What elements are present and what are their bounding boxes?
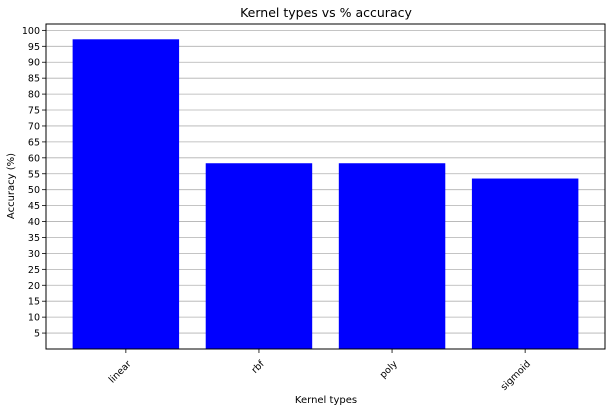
y-tick-label: 20 (28, 281, 40, 292)
x-tick-label: sigmoid (499, 359, 533, 393)
y-tick-label: 70 (28, 121, 40, 132)
plot-frame (45, 23, 606, 350)
x-axis-label: Kernel types (295, 395, 357, 406)
y-tick-label: 5 (34, 329, 40, 340)
y-tick-label: 90 (28, 58, 40, 69)
bar-rbf (205, 163, 313, 349)
chart-title: Kernel types vs % accuracy (240, 5, 412, 20)
y-tick-label: 35 (28, 233, 40, 244)
y-tick-label: 25 (28, 265, 40, 276)
y-tick-label: 85 (28, 74, 40, 85)
y-tick-label: 10 (28, 313, 40, 324)
y-tick-label: 50 (28, 185, 40, 196)
bar-sigmoid (471, 178, 579, 349)
y-tick-label: 15 (28, 297, 40, 308)
y-axis-label: Accuracy (%) (6, 153, 17, 219)
y-tick-label: 75 (28, 106, 40, 117)
y-tick-label: 45 (28, 201, 40, 212)
y-tick-label: 60 (28, 153, 40, 164)
y-tick-label: 65 (28, 137, 40, 148)
y-tick-label: 80 (28, 90, 40, 101)
bar-linear (72, 39, 180, 349)
bar-poly (338, 163, 446, 349)
y-tick-label: 40 (28, 217, 40, 228)
x-tick-label: poly (378, 358, 400, 380)
x-tick-label: linear (107, 359, 134, 386)
x-tick-label: rbf (250, 358, 268, 376)
y-tick-label: 30 (28, 249, 40, 260)
y-axis-ticks: 5 10 15 20 25 30 35 40 45 50 55 60 65 70 75 80 85 90 95 100 (22, 26, 46, 340)
x-axis-ticks: linear rbf poly sigmoid (107, 349, 533, 393)
y-tick-label: 55 (28, 169, 40, 180)
bars (72, 39, 579, 349)
y-tick-label: 100 (22, 26, 40, 37)
y-tick-label: 95 (28, 42, 40, 53)
